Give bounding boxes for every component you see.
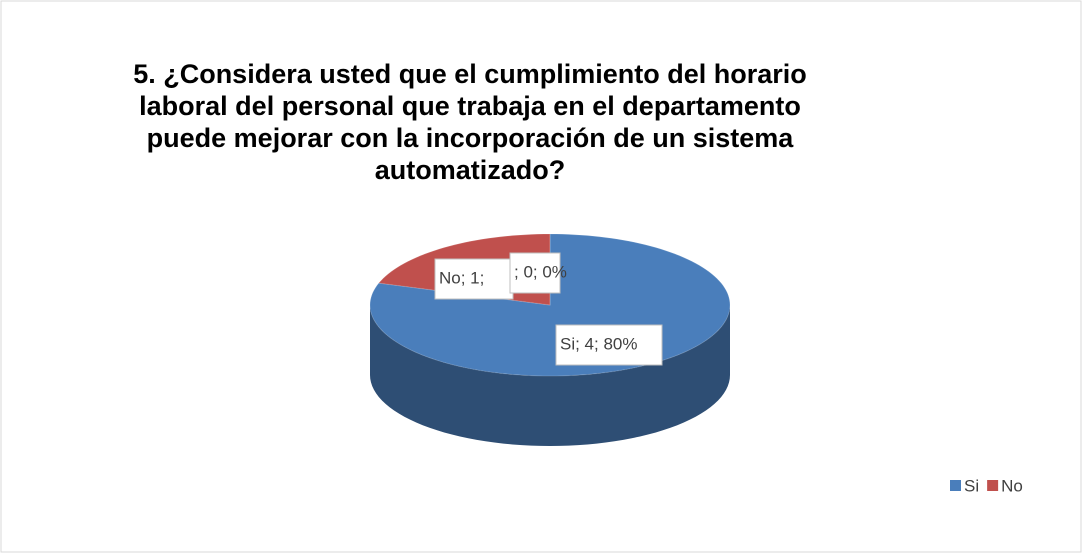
chart-title: 5. ¿Considera usted que el cumplimiento … [133, 59, 807, 185]
pie-side [370, 305, 730, 446]
data-label: Si; 4; 80% [560, 334, 638, 353]
data-label-box [434, 258, 514, 300]
data-label: No; 1; [439, 268, 484, 287]
data-label-box [555, 324, 663, 366]
legend-label: No [1001, 476, 1023, 495]
legend-label: Si [964, 476, 979, 495]
legend-swatch [987, 480, 999, 491]
data-label: ; 0; 0% [514, 262, 567, 281]
data-label-box [509, 252, 561, 294]
legend-swatch [950, 480, 961, 491]
